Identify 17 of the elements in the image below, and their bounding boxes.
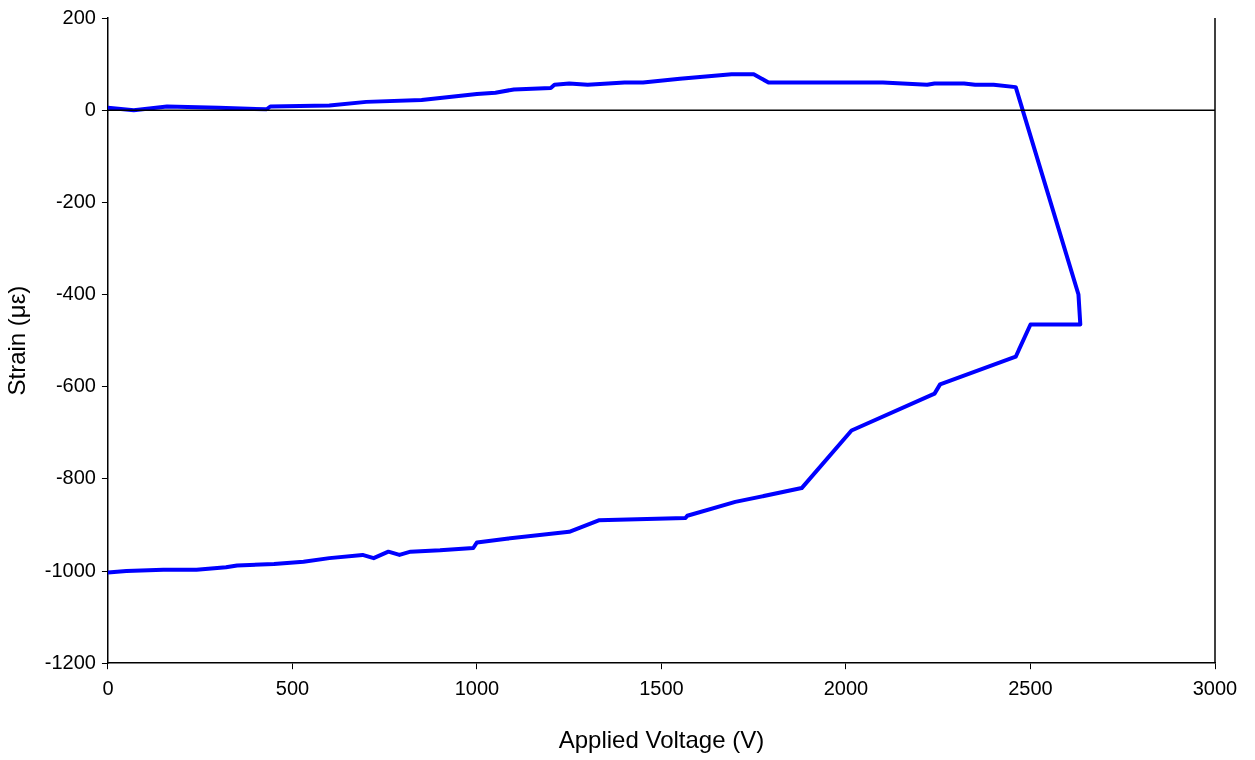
y-axis-title: Strain (με): [3, 285, 31, 396]
y-tick-label: -400: [55, 282, 96, 305]
y-tick-label: -800: [55, 466, 96, 489]
y-tick-label: -1200: [44, 650, 96, 673]
y-tick-label: -1000: [44, 558, 96, 581]
y-tick-label: -600: [55, 374, 96, 397]
x-tick-label: 2000: [823, 676, 869, 699]
x-tick-label: 1000: [454, 676, 500, 699]
x-tick-label: 2500: [1008, 676, 1053, 699]
x-tick-label: 1500: [639, 676, 684, 699]
y-tick-label: 0: [84, 97, 96, 120]
x-tick-label: 3000: [1192, 676, 1238, 699]
x-tick-label: 500: [275, 676, 310, 699]
x-tick-label: 0: [102, 676, 114, 699]
y-tick-label: 200: [62, 5, 96, 28]
y-tick-label: -200: [55, 189, 96, 212]
x-axis-title: Applied Voltage (V): [558, 726, 765, 754]
